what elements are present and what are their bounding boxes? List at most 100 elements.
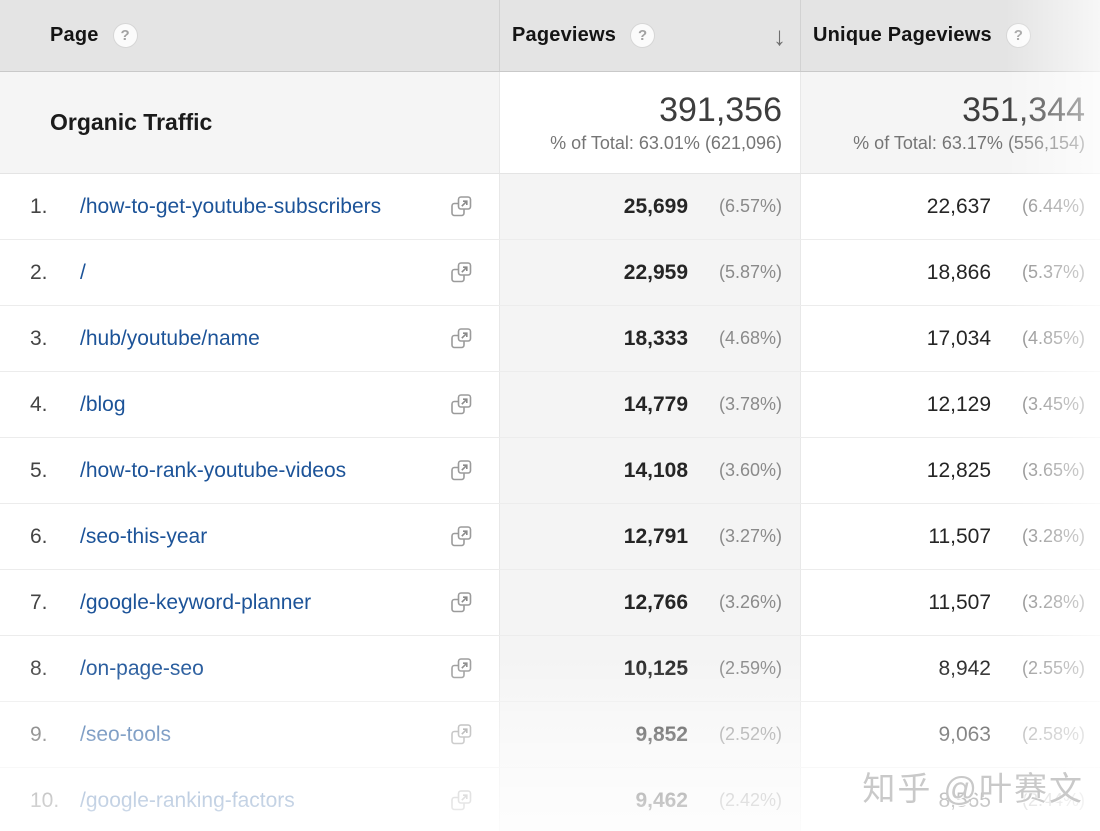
page-cell: 8. /on-page-seo	[0, 636, 499, 701]
totals-unique-pageviews-value: 351,344	[962, 91, 1085, 130]
help-icon[interactable]: ?	[112, 23, 138, 48]
pageviews-value: 9,462	[635, 788, 688, 812]
pageviews-value: 12,791	[623, 524, 688, 548]
unique-pageviews-value: 12,825	[926, 458, 991, 482]
row-rank: 6.	[30, 524, 48, 548]
pageviews-value: 22,959	[623, 260, 688, 284]
column-header-unique-pageviews[interactable]: Unique Pageviews ?	[800, 0, 1100, 71]
page-cell: 7. /google-keyword-planner	[0, 570, 499, 635]
row-rank: 1.	[30, 194, 48, 218]
open-in-new-window-icon[interactable]	[450, 327, 473, 350]
table-row: 5. /how-to-rank-youtube-videos 14,108 (3…	[0, 438, 1100, 504]
unique-pageviews-value: 18,866	[926, 260, 991, 284]
table-row: 7. /google-keyword-planner 12,766 (3.26%…	[0, 570, 1100, 636]
open-in-new-window-icon[interactable]	[450, 723, 473, 746]
pageviews-cell: 25,699 (6.57%)	[499, 174, 800, 239]
open-in-new-window-icon[interactable]	[450, 525, 473, 548]
table-row: 6. /seo-this-year 12,791 (3.27%) 11,507 …	[0, 504, 1100, 570]
page-cell: 10. /google-ranking-factors	[0, 768, 499, 831]
page-link[interactable]: /seo-tools	[80, 722, 172, 746]
table-row: 2. / 22,959 (5.87%) 18,866 (5.37%)	[0, 240, 1100, 306]
page-cell: 2. /	[0, 240, 499, 305]
open-in-new-window-icon[interactable]	[450, 591, 473, 614]
column-header-pageviews-label: Pageviews	[512, 24, 617, 46]
unique-pageviews-cell: 22,637 (6.44%)	[800, 174, 1100, 239]
pageviews-cell: 14,779 (3.78%)	[499, 372, 800, 437]
column-header-unique-pageviews-label: Unique Pageviews	[813, 24, 992, 46]
pageviews-value: 14,779	[623, 392, 688, 416]
column-header-page-label: Page	[50, 24, 99, 46]
totals-pageviews-percent: % of Total: 63.01% (621,096)	[550, 132, 782, 153]
pageviews-percent: (4.68%)	[718, 328, 782, 348]
column-header-pageviews[interactable]: Pageviews ? ↓	[499, 0, 800, 71]
unique-pageviews-percent: (3.45%)	[1021, 394, 1085, 414]
page-link[interactable]: /hub/youtube/name	[80, 326, 260, 350]
row-rank: 3.	[30, 326, 48, 350]
pageviews-percent: (3.60%)	[718, 460, 782, 480]
page-link[interactable]: /seo-this-year	[80, 524, 208, 548]
sort-descending-icon: ↓	[773, 20, 786, 51]
pageviews-percent: (5.87%)	[718, 262, 782, 282]
unique-pageviews-cell: 11,507 (3.28%)	[800, 570, 1100, 635]
unique-pageviews-cell: 17,034 (4.85%)	[800, 306, 1100, 371]
page-link[interactable]: /how-to-rank-youtube-videos	[80, 458, 347, 482]
totals-unique-pageviews-cell: 351,344 % of Total: 63.17% (556,154)	[800, 72, 1100, 173]
table-row: 3. /hub/youtube/name 18,333 (4.68%) 17,0…	[0, 306, 1100, 372]
page-link[interactable]: /google-keyword-planner	[80, 590, 312, 614]
pageviews-value: 9,852	[635, 722, 688, 746]
pageviews-percent: (2.42%)	[718, 790, 782, 810]
unique-pageviews-percent: (3.65%)	[1021, 460, 1085, 480]
unique-pageviews-percent: (4.85%)	[1021, 328, 1085, 348]
unique-pageviews-value: 9,063	[938, 722, 991, 746]
row-rank: 2.	[30, 260, 48, 284]
pageviews-value: 12,766	[623, 590, 688, 614]
open-in-new-window-icon[interactable]	[450, 261, 473, 284]
totals-pageviews-cell: 391,356 % of Total: 63.01% (621,096)	[499, 72, 800, 173]
totals-unique-pageviews-percent: % of Total: 63.17% (556,154)	[853, 132, 1085, 153]
unique-pageviews-percent: (3.28%)	[1021, 592, 1085, 612]
open-in-new-window-icon[interactable]	[450, 789, 473, 812]
page-cell: 5. /how-to-rank-youtube-videos	[0, 438, 499, 503]
open-in-new-window-icon[interactable]	[450, 657, 473, 680]
row-rank: 10.	[30, 788, 60, 812]
unique-pageviews-percent: (2.55%)	[1021, 658, 1085, 678]
open-in-new-window-icon[interactable]	[450, 195, 473, 218]
help-icon[interactable]: ?	[1005, 23, 1031, 48]
help-icon[interactable]: ?	[630, 23, 656, 48]
table-row: 10. /google-ranking-factors 9,462 (2.42%…	[0, 768, 1100, 831]
segment-label-cell: Organic Traffic	[0, 72, 499, 173]
unique-pageviews-cell: 12,825 (3.65%)	[800, 438, 1100, 503]
pageviews-percent: (2.59%)	[718, 658, 782, 678]
page-cell: 1. /how-to-get-youtube-subscribers	[0, 174, 499, 239]
page-link[interactable]: /	[80, 260, 86, 284]
page-link[interactable]: /blog	[80, 392, 126, 416]
unique-pageviews-cell: 12,129 (3.45%)	[800, 372, 1100, 437]
page-link[interactable]: /google-ranking-factors	[80, 788, 295, 812]
column-header-page[interactable]: Page ?	[0, 0, 499, 71]
table-header-row: Page ? Pageviews ? ↓ Unique Pageviews ?	[0, 0, 1100, 72]
pageviews-cell: 14,108 (3.60%)	[499, 438, 800, 503]
table-body: 1. /how-to-get-youtube-subscribers 25,69…	[0, 174, 1100, 831]
unique-pageviews-value: 11,507	[928, 524, 991, 548]
row-rank: 9.	[30, 722, 48, 746]
unique-pageviews-value: 8,565	[938, 788, 991, 812]
unique-pageviews-percent: (2.44%)	[1021, 790, 1085, 810]
unique-pageviews-value: 12,129	[926, 392, 991, 416]
open-in-new-window-icon[interactable]	[450, 393, 473, 416]
pageviews-cell: 18,333 (4.68%)	[499, 306, 800, 371]
pageviews-cell: 12,766 (3.26%)	[499, 570, 800, 635]
unique-pageviews-cell: 9,063 (2.58%)	[800, 702, 1100, 767]
page-link[interactable]: /how-to-get-youtube-subscribers	[80, 194, 382, 218]
unique-pageviews-value: 8,942	[938, 656, 991, 680]
page-link[interactable]: /on-page-seo	[80, 656, 204, 680]
page-cell: 3. /hub/youtube/name	[0, 306, 499, 371]
pageviews-value: 14,108	[623, 458, 688, 482]
open-in-new-window-icon[interactable]	[450, 459, 473, 482]
pageviews-cell: 22,959 (5.87%)	[499, 240, 800, 305]
totals-pageviews-value: 391,356	[659, 91, 782, 130]
unique-pageviews-cell: 8,565 (2.44%)	[800, 768, 1100, 831]
unique-pageviews-cell: 11,507 (3.28%)	[800, 504, 1100, 569]
pageviews-cell: 9,852 (2.52%)	[499, 702, 800, 767]
segment-name: Organic Traffic	[50, 109, 213, 135]
